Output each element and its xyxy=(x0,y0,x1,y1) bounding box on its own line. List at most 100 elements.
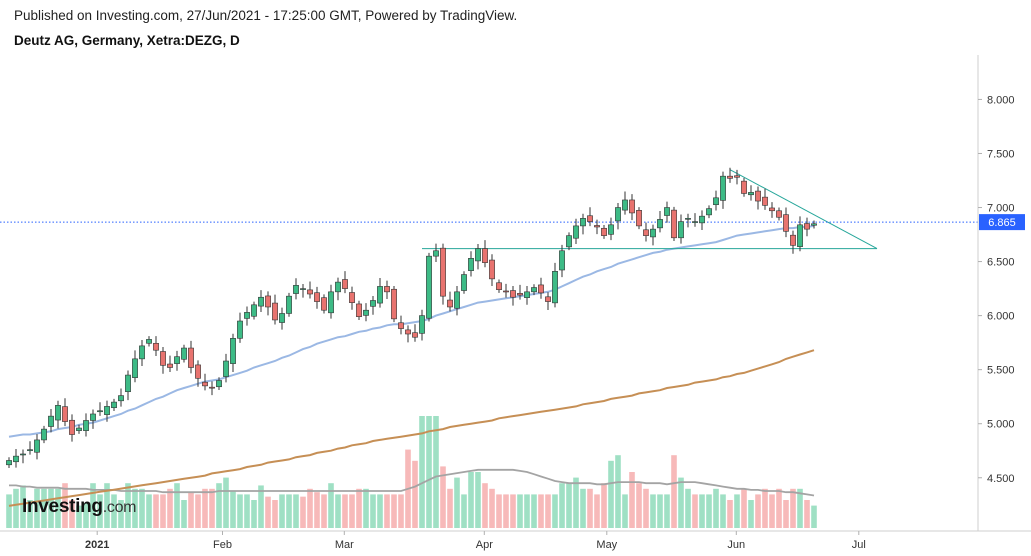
candle-body xyxy=(265,295,271,308)
candle-body xyxy=(216,380,222,388)
volume-bar xyxy=(349,494,355,528)
candle-body xyxy=(594,225,600,228)
volume-bar xyxy=(657,494,663,528)
x-tick-label: Jul xyxy=(852,539,866,551)
volume-bar xyxy=(48,488,54,528)
volume-bar xyxy=(699,494,705,528)
volume-bar xyxy=(272,500,278,528)
volume-bar xyxy=(797,488,803,528)
candle-body xyxy=(622,199,628,211)
candle-body xyxy=(62,406,68,422)
volume-bar xyxy=(671,455,677,528)
volume-bar xyxy=(244,494,250,528)
volume-bar xyxy=(356,488,362,528)
candle-body xyxy=(811,223,817,226)
candle-body xyxy=(657,219,663,229)
volume-bar xyxy=(489,488,495,528)
candle-body xyxy=(20,453,26,456)
candle-body xyxy=(153,342,159,351)
x-tick-label: Apr xyxy=(476,539,493,551)
candle-body xyxy=(104,406,110,415)
volume-ma-line xyxy=(9,468,815,497)
candle-body xyxy=(412,332,418,338)
candle-body xyxy=(552,270,558,304)
candle-body xyxy=(510,290,516,298)
candle-body xyxy=(790,234,796,246)
volume-bar xyxy=(510,494,516,528)
volume-bar xyxy=(727,500,733,528)
axes-layer: 8.000 7.500 7.000 6.500 6.000 5.500 5.000 4.500… xyxy=(0,55,1031,551)
moving-average-slow xyxy=(8,349,815,507)
indicator-layer xyxy=(0,169,978,507)
candle-body xyxy=(433,250,439,257)
volume-bar xyxy=(398,494,404,528)
volume-bar xyxy=(223,477,229,528)
logo-suffix: .com xyxy=(102,499,137,516)
volume-bar xyxy=(811,505,817,528)
candle-body xyxy=(531,287,537,293)
volume-bar xyxy=(503,494,509,528)
volume-bar xyxy=(524,494,530,528)
volume-bar xyxy=(769,494,775,528)
volume-bar xyxy=(636,483,642,528)
candle-body xyxy=(300,288,306,290)
volume-bar xyxy=(706,494,712,528)
volume-bar xyxy=(279,494,285,528)
volume-bar xyxy=(41,488,47,528)
candle-body xyxy=(685,218,691,220)
last-price-tag xyxy=(979,214,1025,231)
volume-bar xyxy=(139,488,145,528)
logo-brand: Investing xyxy=(22,496,103,517)
candle-body xyxy=(573,225,579,239)
candle-body xyxy=(566,235,572,248)
volume-bar xyxy=(804,500,810,528)
y-tick-label: 7.500 xyxy=(987,148,1015,160)
y-tick-label: 8.000 xyxy=(987,94,1015,106)
volume-bar xyxy=(615,455,621,528)
volume-bar xyxy=(622,494,628,528)
candle-body xyxy=(671,209,677,239)
volume-bar xyxy=(678,477,684,528)
candle-body xyxy=(69,419,75,435)
candle-body xyxy=(461,274,467,291)
volume-bar xyxy=(433,416,439,528)
candle-body xyxy=(580,218,586,227)
candle-body xyxy=(699,215,705,224)
moving-average-fast xyxy=(8,224,815,438)
volume-bar xyxy=(587,488,593,528)
candle-body xyxy=(496,282,502,290)
volume-bar xyxy=(69,500,75,528)
candle-body xyxy=(440,247,446,297)
volume-bar xyxy=(118,500,124,528)
candle-body xyxy=(356,303,362,318)
investing-logo: Investing.com xyxy=(22,496,137,518)
volume-bar xyxy=(517,494,523,528)
candle-body xyxy=(804,223,810,230)
volume-bar xyxy=(293,494,299,528)
volume-bar xyxy=(419,416,425,528)
volume-bar xyxy=(174,483,180,528)
candle-body xyxy=(545,296,551,302)
candle-body xyxy=(97,410,103,413)
candle-body xyxy=(209,386,215,389)
candle-body xyxy=(517,293,523,296)
volume-bar xyxy=(580,488,586,528)
candle-body xyxy=(251,304,257,317)
candle-body xyxy=(321,297,327,311)
candle-body xyxy=(244,312,250,319)
volume-bar xyxy=(195,494,201,528)
volume-bar xyxy=(370,494,376,528)
candle-body xyxy=(237,320,243,339)
candle-body xyxy=(468,258,474,271)
volume-bar xyxy=(132,488,138,528)
candle-body xyxy=(342,279,348,289)
volume-bar xyxy=(776,488,782,528)
volume-bar xyxy=(608,460,614,528)
volume-bar xyxy=(629,472,635,528)
volume-bar xyxy=(335,494,341,528)
candle-body xyxy=(83,420,89,431)
volume-bar xyxy=(531,494,537,528)
volume-bar xyxy=(447,488,453,528)
candle-body xyxy=(111,401,117,409)
